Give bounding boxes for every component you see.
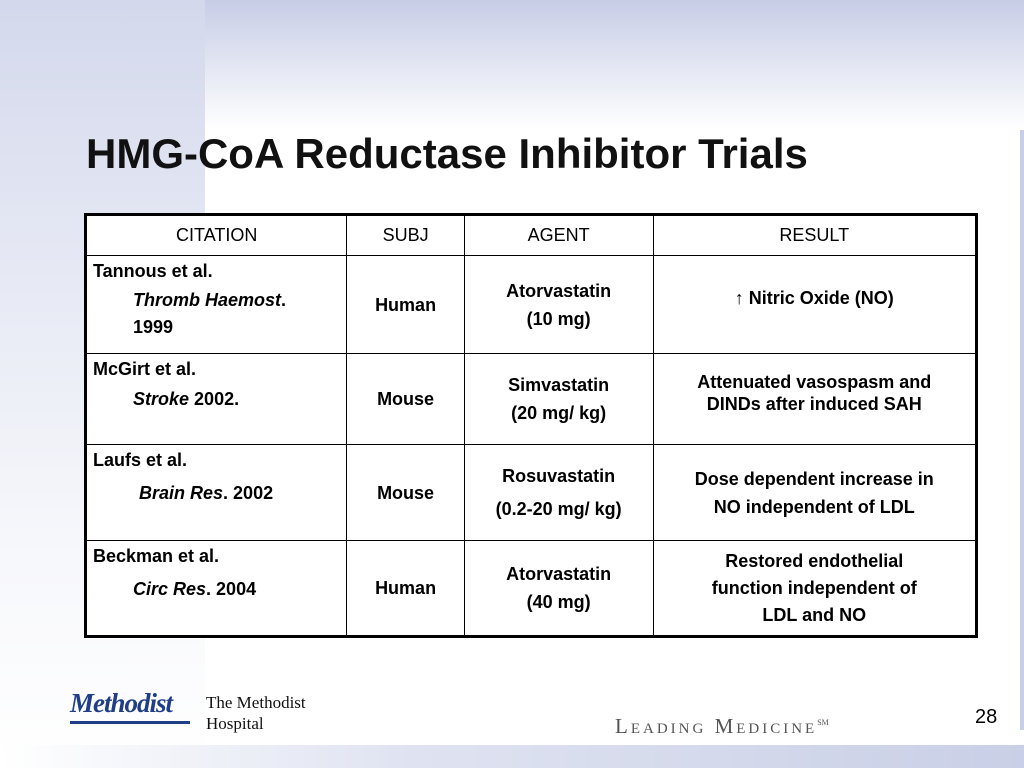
citation-authors: Laufs et al. <box>93 450 188 470</box>
citation-journal-suffix: . <box>281 290 287 310</box>
result-text-line2: function independent of <box>711 577 917 598</box>
citation-journal-line: Circ Res. 2004 <box>93 574 340 604</box>
citation-journal: Brain Res <box>139 483 224 503</box>
result-text-line1: Attenuated vasospasm and <box>697 372 932 392</box>
header-agent: AGENT <box>463 214 654 256</box>
result-cell: ↑ Nitric Oxide (NO) <box>652 255 977 354</box>
result-text: ↑ Nitric Oxide (NO) <box>734 287 894 308</box>
agent-dose: (10 mg) <box>526 308 591 329</box>
background-right-strip <box>1020 130 1024 730</box>
agent-name: Rosuvastatin <box>502 465 616 486</box>
header-result: RESULT <box>652 214 977 256</box>
agent-name: Atorvastatin <box>506 564 612 584</box>
logo-wordmark: Methodist <box>70 688 173 718</box>
citation-cell: Beckman et al. Circ Res. 2004 <box>84 540 348 637</box>
citation-journal: Circ Res <box>133 579 207 599</box>
agent-name: Simvastatin <box>508 375 610 395</box>
citation-journal: Stroke <box>133 389 190 409</box>
result-cell: Dose dependent increase in NO independen… <box>652 444 977 541</box>
service-mark: SM <box>817 718 829 727</box>
header-citation: CITATION <box>84 214 348 256</box>
table-row: Tannous et al. Thromb Haemost. 1999 Huma… <box>84 255 977 354</box>
citation-year: 1999 <box>133 317 174 337</box>
table-row: McGirt et al. Stroke 2002. Mouse Simvast… <box>84 353 977 445</box>
agent-dose: (0.2-20 mg/ kg) <box>495 498 622 519</box>
citation-year: . 2002 <box>223 483 274 503</box>
agent-name: Atorvastatin <box>506 280 612 301</box>
result-text-line1: Restored endothelial <box>725 550 904 571</box>
logo-hospital-name: The Methodist Hospital <box>206 692 306 734</box>
citation-authors: Beckman et al. <box>93 546 220 566</box>
tagline: Leading MedicineSM <box>615 714 829 739</box>
agent-cell: Rosuvastatin (0.2-20 mg/ kg) <box>463 444 654 541</box>
tagline-text: Leading Medicine <box>615 714 818 738</box>
agent-cell: Simvastatin (20 mg/ kg) <box>463 353 654 445</box>
agent-cell: Atorvastatin (10 mg) <box>463 255 654 354</box>
header-subject: SUBJ <box>346 214 465 256</box>
citation-authors: Tannous et al. <box>93 261 213 281</box>
citation-journal-line: Stroke 2002. <box>93 384 340 414</box>
background-bottom-band <box>0 745 1024 768</box>
agent-cell: Atorvastatin (40 mg) <box>463 540 654 637</box>
result-text-line2: DINDs after induced SAH <box>706 394 922 414</box>
table-row: Beckman et al. Circ Res. 2004 Human Ator… <box>84 540 977 637</box>
background-top-band <box>205 0 1024 130</box>
result-cell: Restored endothelial function independen… <box>652 540 977 637</box>
result-text-line1: Dose dependent increase in <box>694 468 934 489</box>
result-text-line3: LDL and NO <box>762 604 867 625</box>
subject-cell: Mouse <box>346 444 465 541</box>
logo-name-line2: Hospital <box>206 714 264 733</box>
subject-cell: Mouse <box>346 353 465 445</box>
agent-dose: (40 mg) <box>526 592 591 612</box>
citation-journal: Thromb Haemost <box>133 290 282 310</box>
result-cell: Attenuated vasospasm and DINDs after ind… <box>652 353 977 445</box>
agent-dose: (20 mg/ kg) <box>511 403 607 423</box>
slide-title: HMG-CoA Reductase Inhibitor Trials <box>86 130 808 177</box>
logo-underline <box>70 721 190 724</box>
subject-cell: Human <box>346 540 465 637</box>
page-number: 28 <box>975 706 998 728</box>
citation-cell: McGirt et al. Stroke 2002. <box>84 353 348 445</box>
citation-cell: Laufs et al. Brain Res. 2002 <box>84 444 348 541</box>
result-text-line2: NO independent of LDL <box>713 496 915 517</box>
citation-year: 2002. <box>194 389 240 409</box>
citation-year: . 2004 <box>206 579 257 599</box>
citation-authors: McGirt et al. <box>93 359 197 379</box>
subject-cell: Human <box>346 255 465 354</box>
citation-journal-line: Brain Res. 2002 <box>93 478 340 508</box>
citation-journal-line: Thromb Haemost. <box>93 286 340 314</box>
methodist-logo: Methodist The Methodist Hospital <box>70 688 340 736</box>
table-header-row: CITATION SUBJ AGENT RESULT <box>84 214 977 256</box>
trials-table: CITATION SUBJ AGENT RESULT Tannous et al… <box>84 213 978 638</box>
citation-cell: Tannous et al. Thromb Haemost. 1999 <box>84 255 348 354</box>
table-row: Laufs et al. Brain Res. 2002 Mouse Rosuv… <box>84 444 977 541</box>
logo-name-line1: The Methodist <box>206 693 306 712</box>
